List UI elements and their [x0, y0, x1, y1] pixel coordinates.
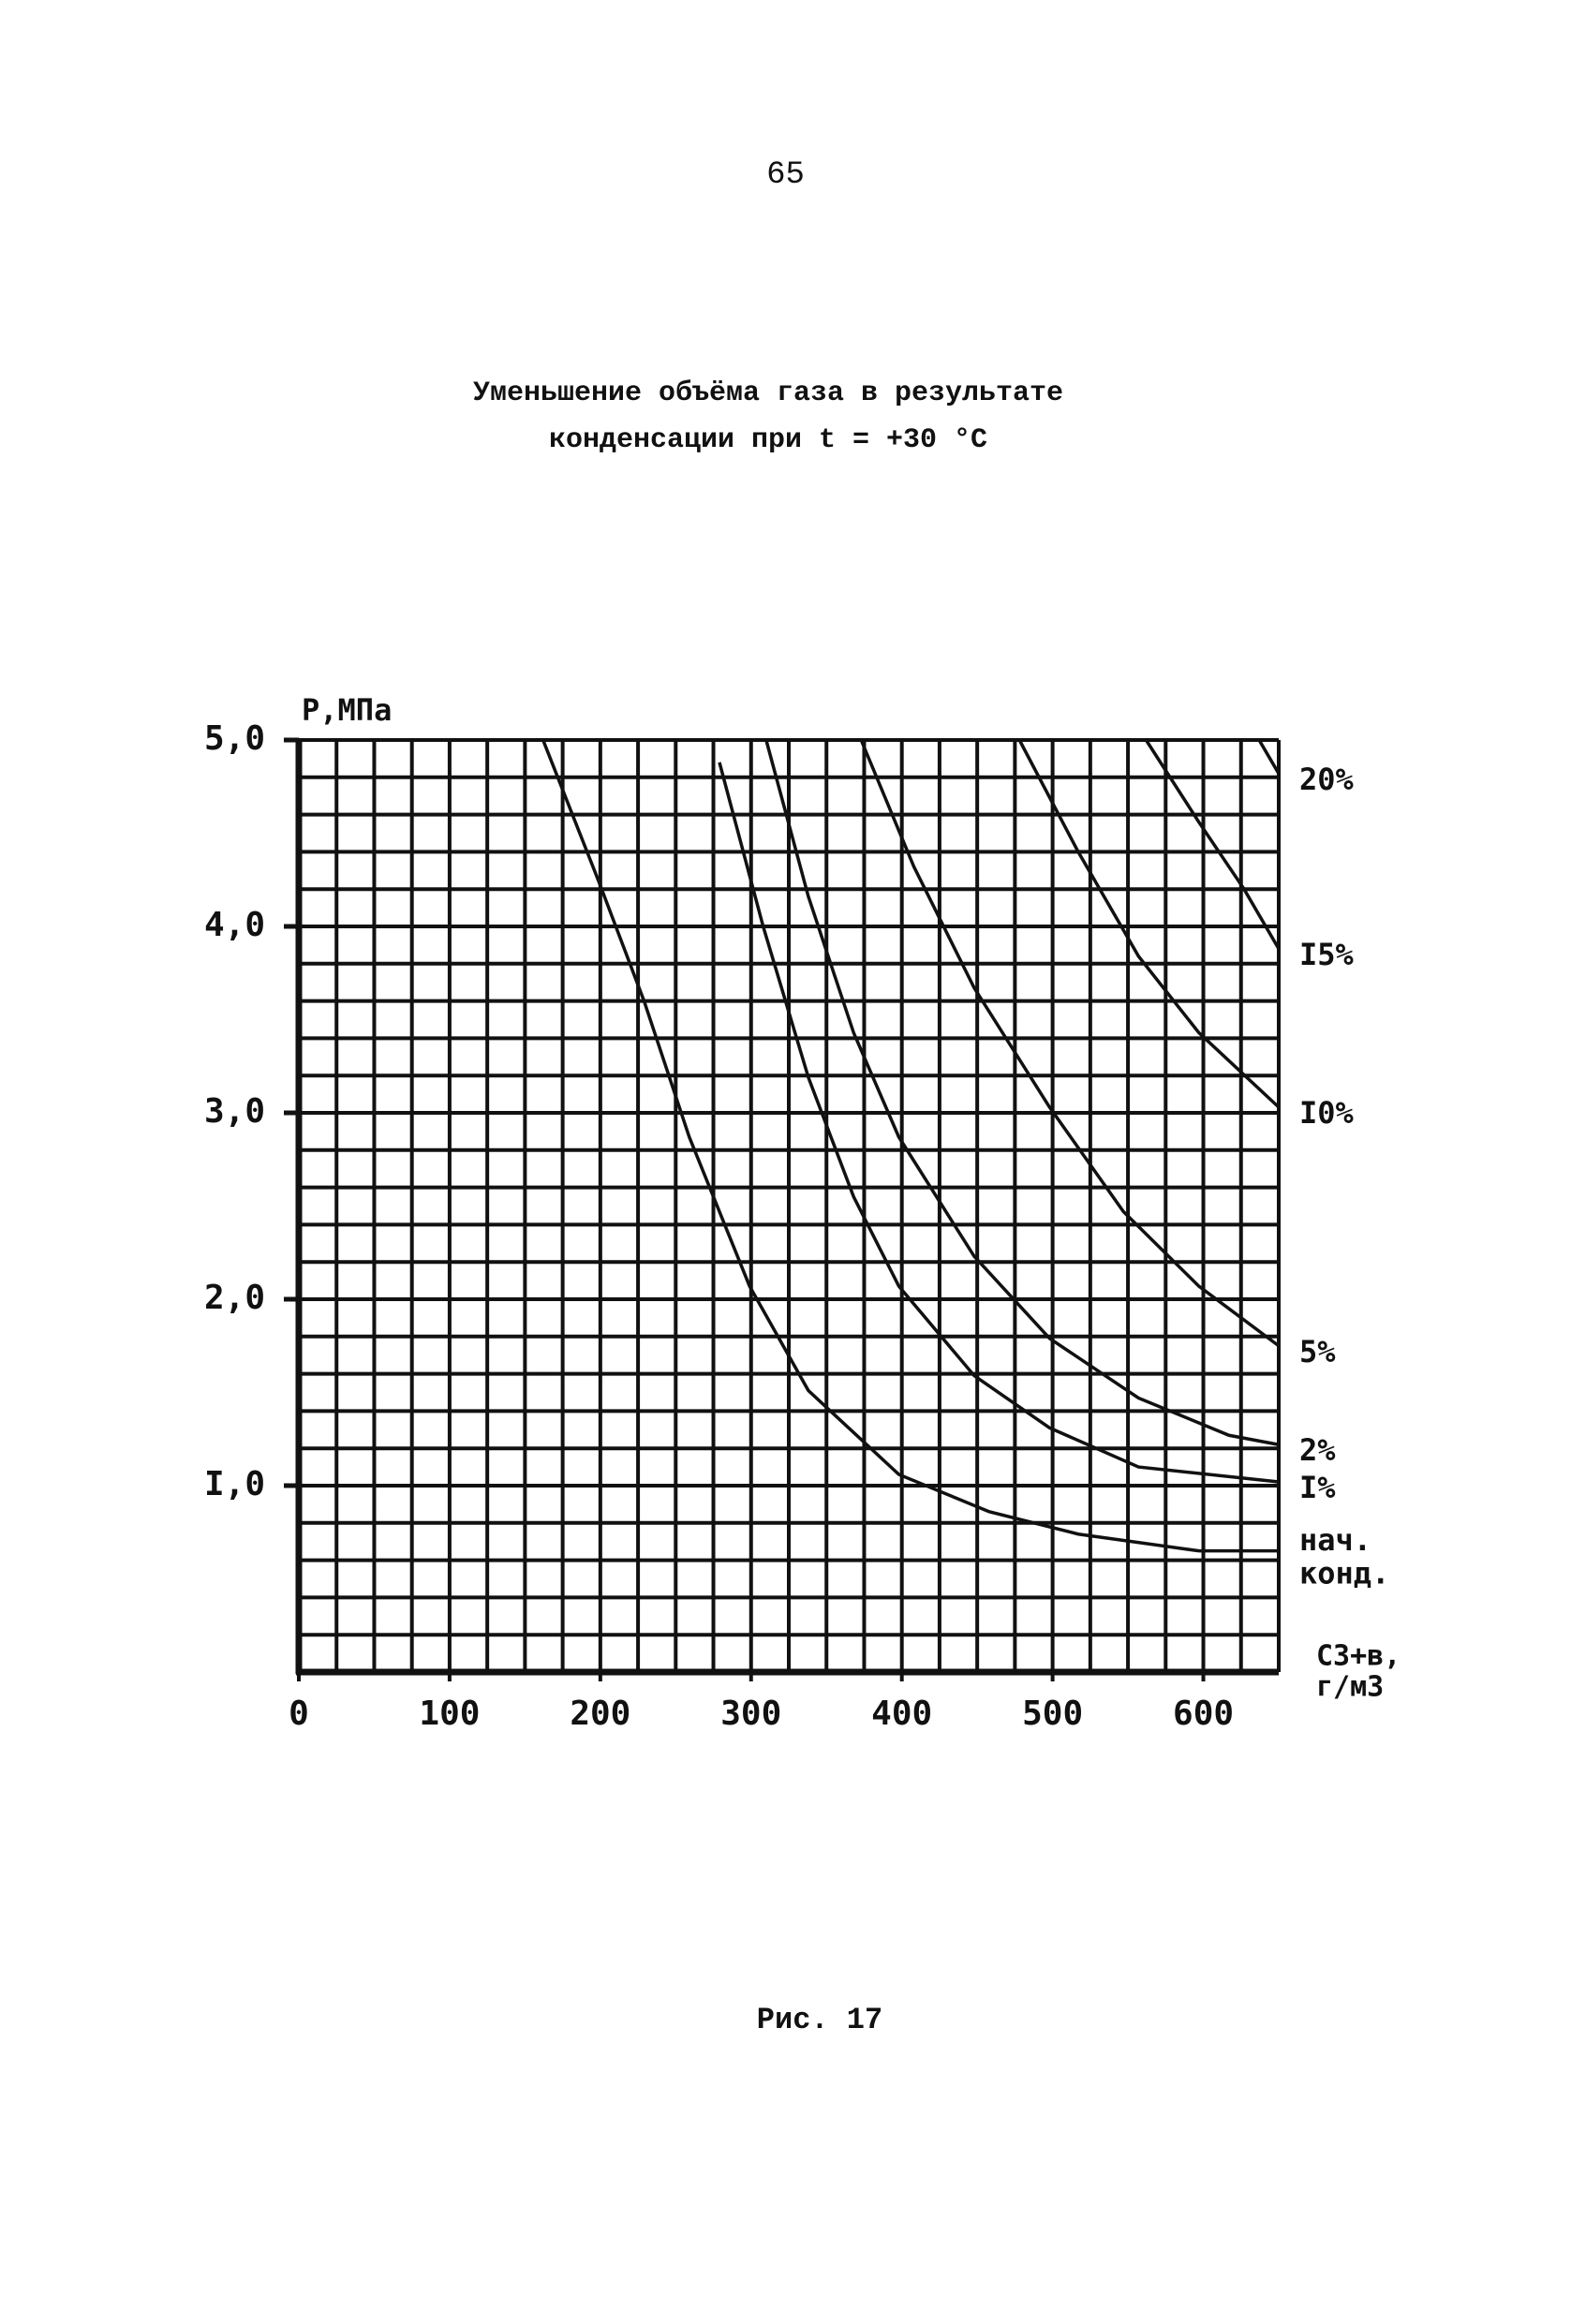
- curve: [859, 739, 1281, 1348]
- curve-label: 2%: [1299, 1432, 1336, 1468]
- curve: [1144, 739, 1281, 950]
- x-tick-label: 300: [720, 1695, 781, 1733]
- curve: [1257, 739, 1281, 775]
- x-tick-label: 100: [419, 1695, 480, 1733]
- curve-label: нач. конд.: [1299, 1522, 1389, 1591]
- curve-label: 20%: [1299, 762, 1355, 797]
- x-tick-label: 500: [1022, 1695, 1083, 1733]
- y-tick-label: I,0: [204, 1465, 265, 1503]
- x-tick-label: 0: [289, 1695, 309, 1733]
- curve-label: I0%: [1299, 1095, 1355, 1131]
- curve-label: I%: [1299, 1470, 1336, 1505]
- curve: [1017, 739, 1281, 1109]
- curve: [764, 739, 1280, 1446]
- curve-label: 5%: [1299, 1334, 1336, 1369]
- x-tick-label: 400: [871, 1695, 932, 1733]
- figure-caption: Рис. 17: [756, 2003, 883, 2037]
- y-tick-label: 5,0: [204, 719, 265, 758]
- y-axis-label: P,МПа: [302, 692, 392, 728]
- x-tick-label: 600: [1173, 1695, 1234, 1733]
- y-tick-label: 4,0: [204, 906, 265, 944]
- y-tick-label: 3,0: [204, 1092, 265, 1131]
- x-tick-label: 200: [570, 1695, 630, 1733]
- curve-label: I5%: [1299, 937, 1355, 972]
- x-axis-label: С3+в, г/м3: [1316, 1639, 1401, 1703]
- page-number: 65: [766, 157, 805, 193]
- y-tick-label: 2,0: [204, 1279, 265, 1317]
- chart-title: Уменьшение объёма газа в результате конд…: [472, 377, 1064, 456]
- curve: [718, 762, 1280, 1484]
- curve: [541, 739, 1279, 1553]
